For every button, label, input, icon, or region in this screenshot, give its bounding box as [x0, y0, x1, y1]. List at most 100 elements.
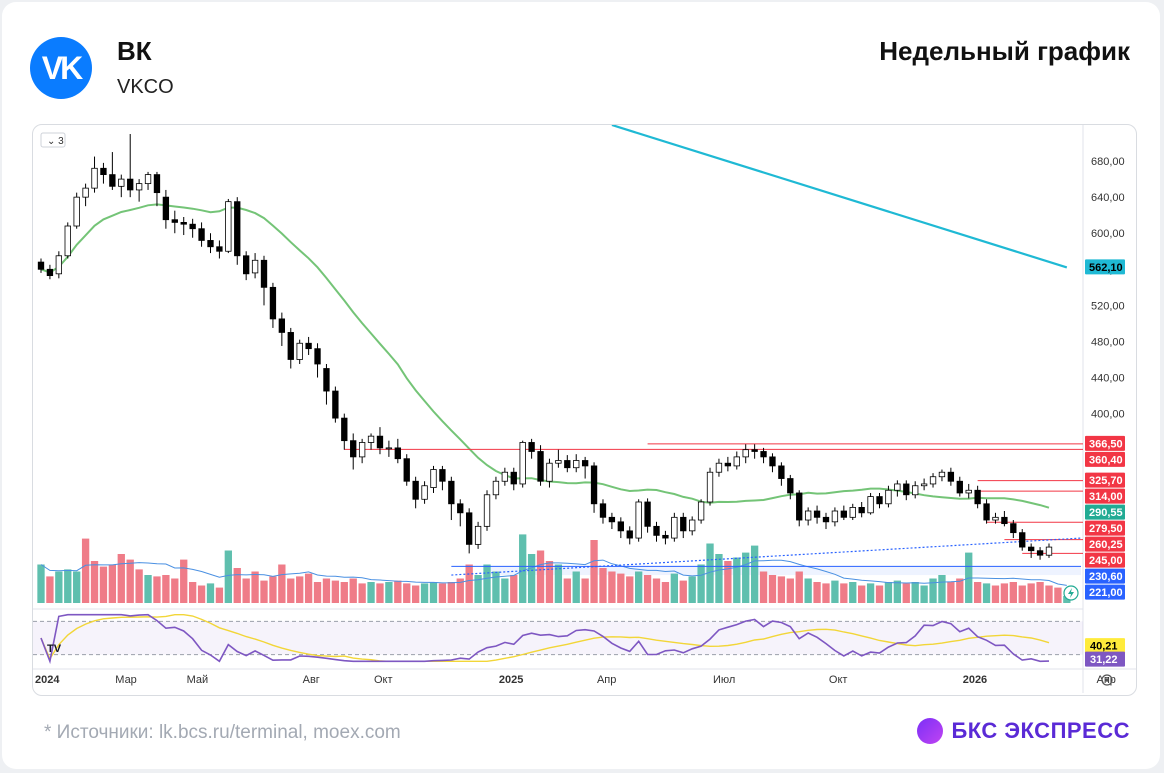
- y-tick-label: 440,00: [1091, 373, 1125, 385]
- y-tick-label: 600,00: [1091, 228, 1125, 240]
- volume-bar: [394, 580, 402, 603]
- volume-bar: [572, 571, 580, 603]
- price-label-text: 360,40: [1089, 454, 1123, 466]
- candle-up: [519, 442, 526, 485]
- candle-up: [635, 501, 642, 539]
- price-label-box: [1085, 504, 1125, 520]
- candle-down: [1010, 523, 1017, 534]
- candle-down: [37, 261, 45, 270]
- volume-bar: [911, 582, 919, 603]
- volume-bar: [37, 564, 45, 603]
- volume-bar: [242, 578, 250, 603]
- candle-up: [885, 489, 892, 505]
- volume-bar: [251, 571, 259, 603]
- volume-bar: [849, 582, 857, 603]
- volume-bar: [652, 578, 661, 603]
- candle-up: [715, 462, 723, 473]
- y-tick-label: 480,00: [1091, 336, 1125, 348]
- volume-bar: [269, 576, 277, 603]
- chart-frame[interactable]: 680,00640,00600,00560,00520,00480,00440,…: [32, 123, 1137, 696]
- candle-down: [376, 435, 384, 449]
- volume-bar: [643, 575, 652, 603]
- price-label-text: 279,50: [1089, 523, 1123, 535]
- candle-down: [394, 447, 401, 460]
- candle-up: [501, 471, 509, 482]
- volume-bar: [510, 575, 518, 603]
- volume-bar: [1027, 583, 1035, 603]
- candle-up: [804, 510, 812, 521]
- volume-bar: [786, 578, 794, 603]
- candle-up: [689, 519, 696, 532]
- candle-down: [510, 471, 517, 485]
- volume-bar: [893, 580, 902, 603]
- volume-bar: [991, 585, 1000, 603]
- support-band: [487, 566, 1081, 576]
- volume-bar: [527, 554, 536, 603]
- candle-down: [778, 465, 785, 479]
- volume-bar: [581, 578, 589, 603]
- volume-bar: [626, 576, 634, 603]
- volume-bar: [403, 583, 411, 603]
- volume-bar: [697, 564, 705, 603]
- volume-bar: [358, 583, 366, 603]
- oscillator-band: [33, 621, 1083, 655]
- candle-down: [787, 478, 794, 494]
- volume-bar: [73, 571, 81, 603]
- volume-bar: [670, 573, 679, 603]
- candle-up: [55, 255, 63, 275]
- volume-bar: [224, 550, 232, 603]
- price-label-text: 290,55: [1089, 507, 1123, 519]
- candle-up: [867, 496, 874, 514]
- candle-down: [903, 483, 910, 496]
- price-label-box: [1085, 552, 1125, 568]
- oscillator-label-text: 31,22: [1090, 654, 1118, 666]
- candle-down: [751, 449, 758, 452]
- price-label-text: 562,10: [1089, 262, 1123, 274]
- volume-bar: [313, 582, 322, 603]
- price-label-box: [1085, 520, 1125, 536]
- candle-down: [287, 332, 294, 360]
- volume-bar: [474, 575, 482, 603]
- candle-up: [831, 510, 839, 523]
- candle-up: [742, 449, 749, 458]
- volume-bar: [768, 575, 777, 603]
- trend-line: [451, 537, 1082, 576]
- settings-gear-icon[interactable]: [1101, 674, 1113, 686]
- candlestick-chart[interactable]: 680,00640,00600,00560,00520,00480,00440,…: [33, 123, 1136, 695]
- volume-bar: [866, 583, 875, 603]
- volume-bar: [920, 585, 928, 603]
- ticker-code: VKCO: [117, 76, 174, 98]
- vk-logo: VK: [30, 37, 92, 99]
- volume-bar: [296, 576, 304, 603]
- candle-down: [403, 458, 410, 482]
- volume-bar: [545, 561, 554, 603]
- chart-timeframe-title: Недельный график: [879, 36, 1130, 66]
- bcs-logo-icon: [917, 718, 944, 744]
- volume-bar: [750, 545, 759, 603]
- price-label-box: [1085, 451, 1125, 467]
- volume-bar: [688, 576, 696, 603]
- price-label-text: 314,00: [1089, 491, 1123, 503]
- volume-bar: [99, 566, 108, 603]
- interval-badge-box: [40, 132, 66, 148]
- price-label-text: 230,60: [1089, 571, 1123, 583]
- volume-ma-line: [40, 559, 1067, 586]
- candle-up: [965, 489, 972, 494]
- candle-down: [528, 442, 535, 452]
- x-axis-label: Июл: [713, 674, 735, 686]
- interval-badge[interactable]: ⌄ 3: [40, 132, 66, 148]
- candle-up: [733, 456, 740, 467]
- candle-up: [385, 447, 393, 450]
- volume-bar: [947, 582, 955, 603]
- candle-down: [1036, 550, 1044, 556]
- candle-up: [144, 174, 152, 185]
- candle-down: [1027, 546, 1035, 552]
- volume-bar: [804, 578, 812, 603]
- candle-up: [474, 525, 482, 545]
- candle-down: [537, 451, 544, 482]
- interval-badge-text: ⌄ 3: [47, 136, 64, 147]
- volume-bar: [153, 576, 161, 603]
- candle-down: [153, 174, 161, 194]
- volume-bar: [813, 582, 821, 603]
- volume-bar: [278, 564, 286, 603]
